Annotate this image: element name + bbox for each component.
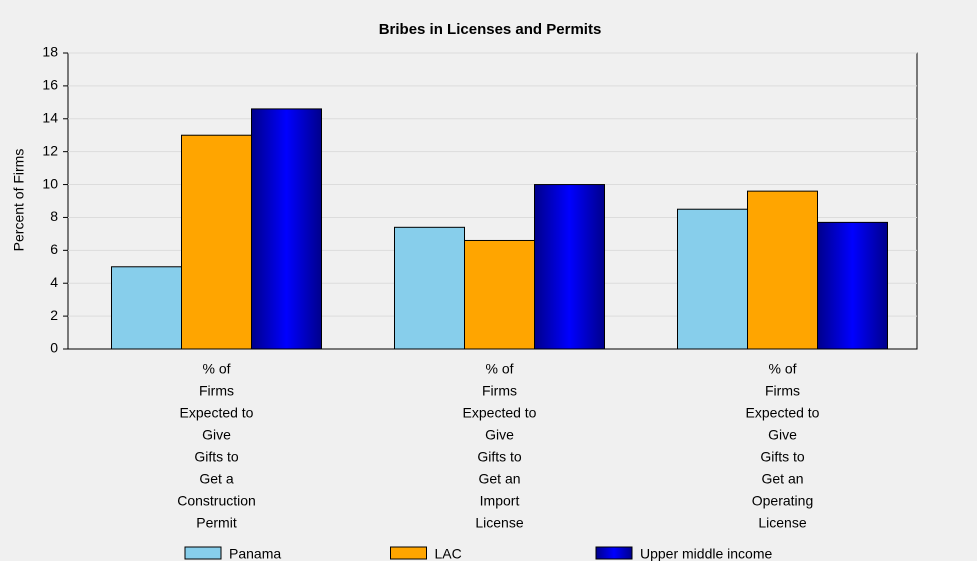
legend-swatch: [390, 546, 427, 560]
x-tick-label: Get an: [478, 471, 520, 487]
x-tick-label: Gifts to: [477, 449, 522, 465]
y-tick-label: 6: [50, 241, 58, 257]
x-tick-label: % of: [768, 361, 796, 377]
bar: [464, 239, 535, 350]
x-tick-label: Firms: [765, 383, 800, 399]
y-tick-label: 14: [42, 109, 58, 125]
bar: [111, 266, 182, 350]
bar: [677, 208, 748, 350]
x-tick-label: License: [475, 515, 523, 531]
y-tick-label: 4: [50, 274, 58, 290]
legend-label: Upper middle income: [640, 546, 772, 561]
legend-label: LAC: [435, 546, 462, 561]
y-tick-label: 8: [50, 208, 58, 224]
bar: [251, 108, 322, 350]
x-tick-label: Firms: [482, 383, 517, 399]
x-tick-label: Get a: [199, 471, 233, 487]
x-tick-label: License: [758, 515, 806, 531]
x-tick-label: Firms: [199, 383, 234, 399]
bar: [817, 221, 888, 350]
x-tick-label: Expected to: [180, 405, 254, 421]
y-tick-label: 16: [42, 77, 58, 93]
bar: [534, 184, 605, 350]
bar: [394, 226, 465, 350]
x-tick-label: Construction: [177, 493, 256, 509]
chart-title: Bribes in Licenses and Permits: [379, 21, 602, 38]
x-tick-label: Get an: [761, 471, 803, 487]
x-tick-label: Gifts to: [194, 449, 239, 465]
x-tick-label: Expected to: [746, 405, 820, 421]
y-tick-label: 18: [42, 44, 58, 60]
x-tick-label: Gifts to: [760, 449, 805, 465]
x-tick-label: Give: [768, 427, 797, 443]
y-tick-label: 12: [42, 142, 58, 158]
x-tick-label: Import: [480, 493, 520, 509]
legend-label: Panama: [229, 546, 281, 561]
x-tick-label: Give: [202, 427, 231, 443]
y-tick-label: 10: [42, 175, 58, 191]
bar: [181, 134, 252, 350]
x-tick-label: % of: [202, 361, 230, 377]
x-tick-label: % of: [485, 361, 513, 377]
x-tick-label: Permit: [196, 515, 237, 531]
y-tick-label: 0: [50, 340, 58, 356]
legend-swatch: [595, 546, 633, 560]
bar: [747, 190, 818, 350]
x-tick-label: Expected to: [463, 405, 537, 421]
y-tick-label: 2: [50, 307, 58, 323]
legend-swatch: [184, 546, 222, 560]
x-tick-label: Give: [485, 427, 514, 443]
y-axis-label: Percent of Firms: [11, 149, 27, 252]
x-tick-label: Operating: [752, 493, 813, 509]
